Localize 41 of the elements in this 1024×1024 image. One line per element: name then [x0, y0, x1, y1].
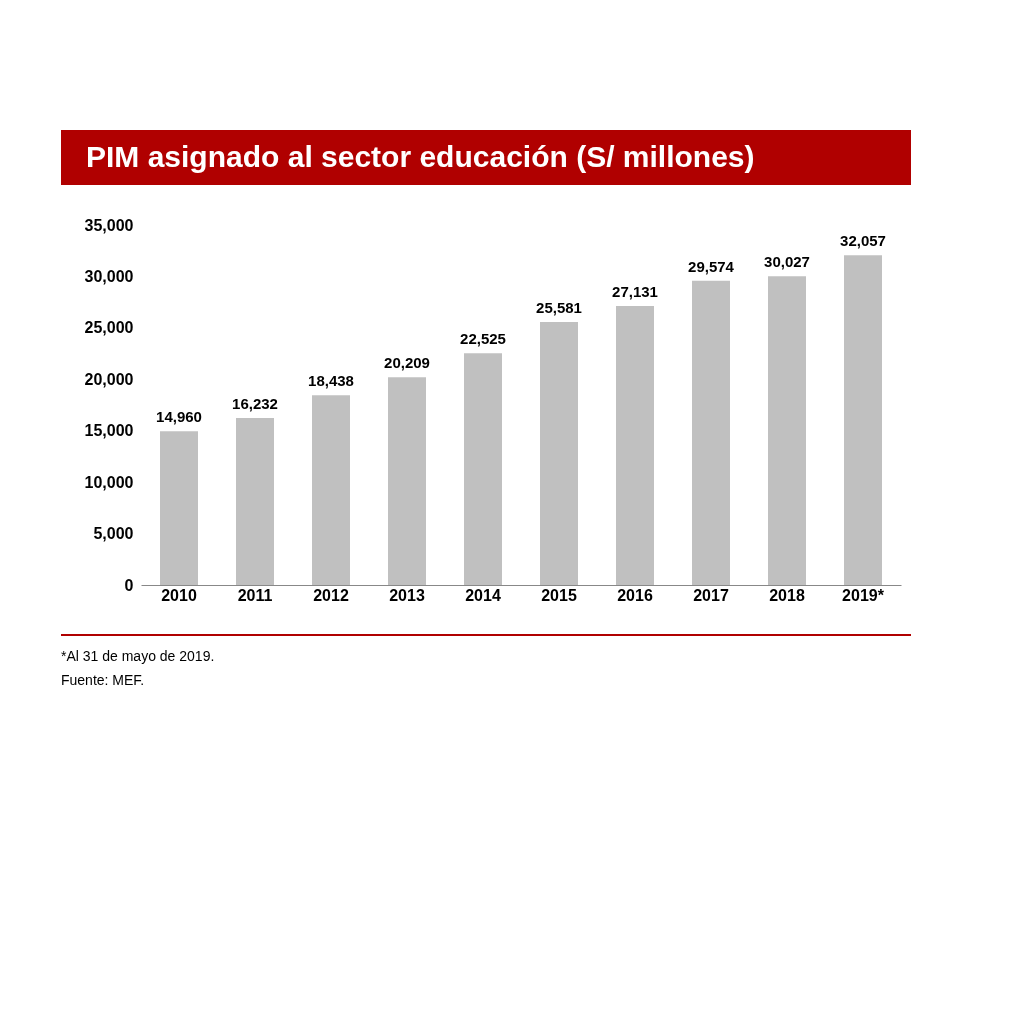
bar	[844, 255, 882, 585]
x-tick-label: 2013	[389, 586, 425, 604]
text: *Al 31 de mayo de 2019.	[61, 648, 215, 664]
bar	[692, 280, 730, 585]
bar	[540, 321, 578, 585]
source-note: Fuente: MEF.	[61, 672, 145, 688]
data-label: 16,232	[232, 395, 278, 413]
chart-title: PIM asignado al sector educación (S/ millones)	[86, 140, 755, 173]
y-tick-label: 5,000	[93, 525, 134, 543]
x-tick-label: 2018	[769, 586, 805, 604]
data-label: 32,057	[840, 232, 886, 250]
y-tick-label: 30,000	[84, 267, 134, 285]
data-label: 20,209	[384, 354, 430, 372]
data-label: 27,131	[612, 282, 658, 300]
y-tick-label: 0	[124, 576, 134, 594]
bar	[616, 305, 654, 585]
data-label: 18,438	[308, 372, 354, 390]
y-tick-label: 25,000	[84, 319, 134, 337]
x-tick-label: 2015	[541, 586, 577, 604]
data-label: 30,027	[764, 253, 810, 271]
bar	[236, 418, 274, 585]
bar	[312, 395, 350, 585]
data-label: 25,581	[536, 298, 582, 316]
y-tick-label: 20,000	[84, 370, 134, 388]
bar	[464, 353, 502, 585]
x-tick-label: 2016	[617, 586, 653, 604]
data-label: 22,525	[460, 330, 506, 348]
data-label: 29,574	[688, 257, 735, 275]
y-tick-label: 15,000	[84, 422, 134, 440]
x-tick-label: 2014	[465, 586, 501, 604]
data-label: 14,960	[156, 408, 202, 426]
bar	[160, 431, 198, 585]
x-tick-label: 2011	[237, 586, 273, 604]
y-tick-label: 35,000	[84, 216, 134, 234]
y-tick-label: 10,000	[84, 473, 134, 491]
x-tick-label: 2012	[313, 586, 349, 604]
x-tick-label: 2019*	[842, 586, 885, 604]
x-tick-label: 2010	[161, 586, 197, 604]
x-tick-label: 2017	[693, 586, 729, 604]
bar	[768, 276, 806, 585]
bar	[388, 377, 426, 585]
